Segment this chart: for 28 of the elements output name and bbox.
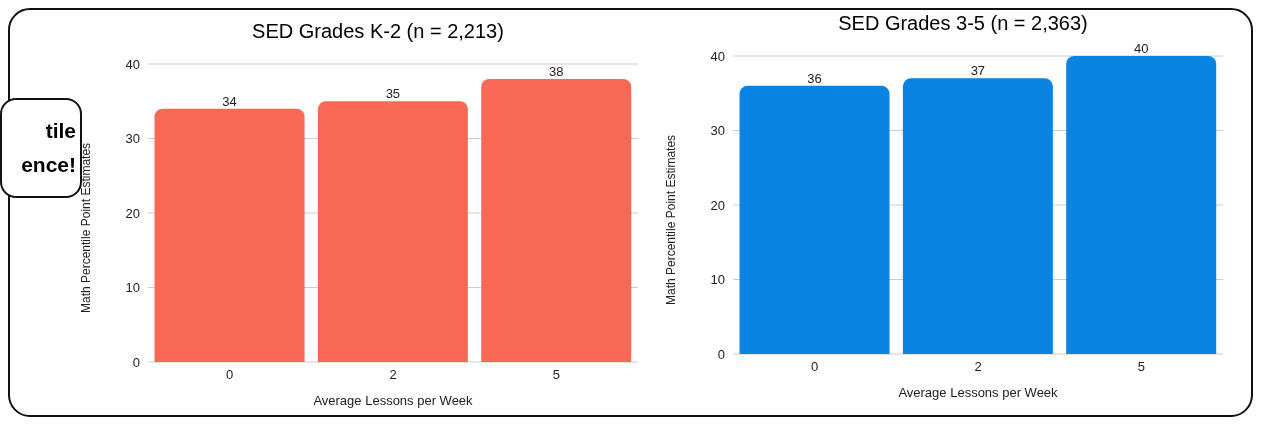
- chart-title: SED Grades 3-5 (n = 2,363): [838, 12, 1088, 34]
- x-axis-title: Average Lessons per Week: [313, 393, 474, 408]
- chart-title: SED Grades K-2 (n = 2,213): [251, 20, 505, 44]
- y-tick-label: 10: [125, 280, 140, 296]
- data-label: 34: [222, 93, 237, 109]
- y-tick-label: 0: [717, 346, 725, 362]
- x-tick-label: 0: [226, 367, 234, 383]
- data-label: 40: [1133, 41, 1149, 56]
- y-tick-label: 40: [125, 56, 140, 72]
- text: tile ence!: [21, 119, 76, 176]
- y-tick-label: 30: [125, 131, 140, 147]
- x-tick-label: 0: [811, 359, 819, 375]
- x-axis-title: Average Lessons per Week: [898, 385, 1059, 400]
- y-tick-label: 40: [710, 48, 725, 64]
- x-tick-label: 5: [552, 367, 560, 383]
- x-tick-label: 2: [389, 367, 397, 383]
- data-label: 35: [385, 86, 401, 102]
- y-tick-label: 20: [710, 197, 725, 213]
- y-tick-label: 20: [125, 205, 140, 221]
- x-tick-label: 2: [974, 359, 982, 375]
- x-tick-label: 5: [1137, 359, 1145, 375]
- data-label: 38: [548, 63, 564, 79]
- y-axis-title: Math Percentile Point Estimates: [79, 142, 94, 313]
- data-label: 36: [807, 70, 822, 86]
- y-tick-label: 10: [710, 272, 725, 288]
- y-tick-label: 30: [710, 123, 725, 139]
- y-axis-title: Math Percentile Point Estimates: [664, 134, 679, 305]
- data-label: 37: [970, 63, 986, 79]
